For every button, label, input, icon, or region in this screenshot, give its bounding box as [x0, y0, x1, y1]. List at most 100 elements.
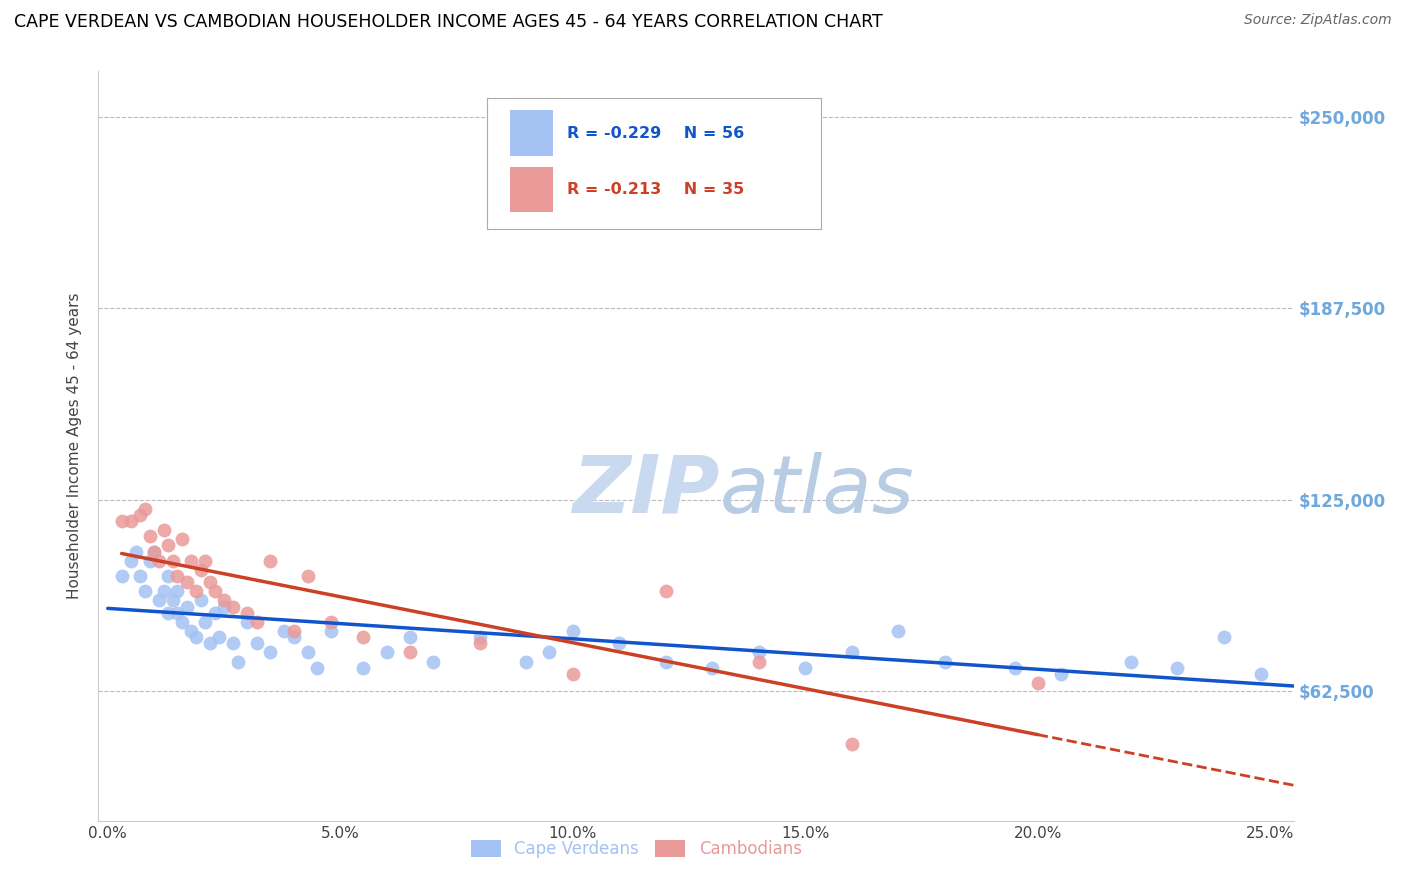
Point	[353, 661, 375, 675]
FancyBboxPatch shape	[509, 111, 553, 156]
Point	[120, 514, 142, 528]
Point	[297, 645, 319, 659]
Point	[226, 655, 249, 669]
Point	[259, 554, 281, 568]
Point	[319, 615, 342, 629]
Point	[134, 584, 156, 599]
Point	[222, 636, 245, 650]
Point	[655, 584, 678, 599]
Point	[148, 593, 170, 607]
Text: Source: ZipAtlas.com: Source: ZipAtlas.com	[1244, 13, 1392, 28]
Point	[157, 606, 180, 620]
Point	[561, 666, 583, 681]
Point	[184, 584, 207, 599]
Point	[162, 554, 184, 568]
Point	[157, 538, 180, 552]
Point	[515, 655, 537, 669]
Point	[934, 655, 956, 669]
Point	[111, 514, 134, 528]
Point	[129, 569, 152, 583]
Point	[607, 636, 630, 650]
Point	[157, 569, 180, 583]
Point	[204, 606, 226, 620]
Point	[166, 584, 188, 599]
Point	[245, 615, 267, 629]
Point	[748, 645, 770, 659]
Point	[399, 645, 422, 659]
Point	[655, 655, 678, 669]
Point	[176, 599, 198, 614]
Point	[134, 501, 156, 516]
Point	[1004, 661, 1026, 675]
Point	[468, 630, 491, 644]
Point	[1026, 676, 1049, 690]
Point	[468, 636, 491, 650]
Point	[1212, 630, 1234, 644]
FancyBboxPatch shape	[486, 97, 821, 228]
Point	[143, 544, 166, 558]
Point	[283, 630, 305, 644]
Point	[166, 569, 188, 583]
Point	[180, 554, 202, 568]
Point	[319, 624, 342, 638]
Point	[538, 645, 561, 659]
Point	[212, 599, 235, 614]
Point	[236, 606, 259, 620]
Point	[422, 655, 444, 669]
Point	[245, 636, 267, 650]
Point	[124, 544, 146, 558]
Point	[841, 737, 863, 751]
Point	[176, 575, 198, 590]
Point	[172, 615, 194, 629]
Point	[236, 615, 259, 629]
Point	[204, 584, 226, 599]
Point	[190, 593, 212, 607]
Point	[305, 661, 328, 675]
Point	[194, 615, 217, 629]
Point	[138, 529, 160, 543]
Point	[375, 645, 398, 659]
Text: R = -0.213    N = 35: R = -0.213 N = 35	[567, 182, 744, 197]
Point	[129, 508, 152, 522]
Point	[143, 544, 166, 558]
Point	[297, 569, 319, 583]
Text: atlas: atlas	[720, 452, 915, 530]
Point	[184, 630, 207, 644]
Point	[748, 655, 770, 669]
Point	[208, 630, 231, 644]
Point	[1119, 655, 1142, 669]
Point	[152, 523, 174, 537]
Point	[148, 554, 170, 568]
Point	[273, 624, 295, 638]
Point	[887, 624, 910, 638]
FancyBboxPatch shape	[509, 167, 553, 212]
Point	[561, 624, 583, 638]
Point	[1250, 666, 1272, 681]
Point	[194, 554, 217, 568]
Point	[283, 624, 305, 638]
Text: ZIP: ZIP	[572, 452, 720, 530]
Text: R = -0.229    N = 56: R = -0.229 N = 56	[567, 126, 744, 141]
Point	[841, 645, 863, 659]
Y-axis label: Householder Income Ages 45 - 64 years: Householder Income Ages 45 - 64 years	[67, 293, 83, 599]
Point	[222, 599, 245, 614]
Point	[162, 593, 184, 607]
Point	[120, 554, 142, 568]
Point	[111, 569, 134, 583]
Legend: Cape Verdeans, Cambodians: Cape Verdeans, Cambodians	[464, 833, 808, 864]
Point	[138, 554, 160, 568]
Point	[152, 584, 174, 599]
Point	[198, 575, 221, 590]
Point	[353, 630, 375, 644]
Point	[198, 636, 221, 650]
Point	[794, 661, 817, 675]
Point	[190, 563, 212, 577]
Point	[212, 593, 235, 607]
Point	[180, 624, 202, 638]
Point	[399, 630, 422, 644]
Point	[172, 533, 194, 547]
Point	[166, 606, 188, 620]
Point	[259, 645, 281, 659]
Text: CAPE VERDEAN VS CAMBODIAN HOUSEHOLDER INCOME AGES 45 - 64 YEARS CORRELATION CHAR: CAPE VERDEAN VS CAMBODIAN HOUSEHOLDER IN…	[14, 13, 883, 31]
Point	[702, 661, 724, 675]
